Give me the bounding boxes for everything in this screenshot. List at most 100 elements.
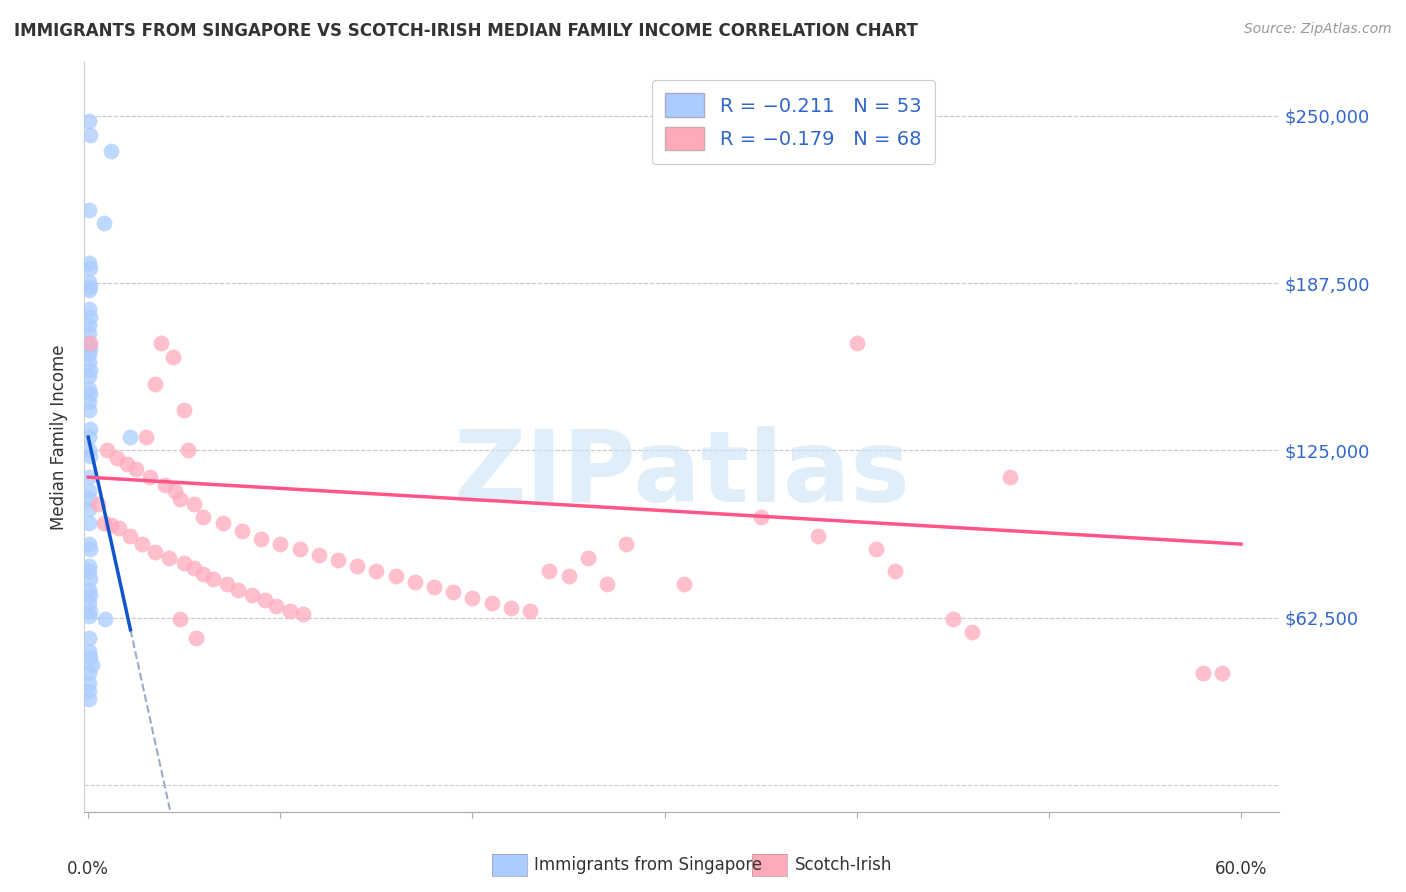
Point: [77, 564, 100, 578]
Point: [193, 510, 215, 524]
Point: [77, 326, 100, 340]
Point: [153, 478, 176, 492]
Point: [77, 256, 100, 270]
Point: [145, 545, 167, 559]
Text: IMMIGRANTS FROM SINGAPORE VS SCOTCH-IRISH MEDIAN FAMILY INCOME CORRELATION CHART: IMMIGRANTS FROM SINGAPORE VS SCOTCH-IRIS…: [14, 22, 918, 40]
Point: [77, 347, 100, 361]
Point: [77, 283, 100, 297]
Point: [1000, 470, 1022, 484]
Point: [253, 593, 276, 607]
Point: [1191, 665, 1213, 680]
Point: [120, 430, 142, 444]
Point: [108, 521, 131, 535]
Point: [77, 596, 100, 610]
Point: [163, 483, 186, 498]
Point: [461, 591, 484, 605]
Point: [240, 588, 263, 602]
Point: [215, 577, 238, 591]
Point: [288, 542, 311, 557]
Point: [79, 342, 101, 356]
Point: [884, 564, 907, 578]
Point: [150, 336, 173, 351]
Point: [94, 612, 117, 626]
Point: [326, 553, 349, 567]
Point: [77, 470, 100, 484]
Point: [177, 443, 200, 458]
Point: [865, 542, 887, 557]
Point: [115, 457, 138, 471]
Point: [672, 577, 695, 591]
Point: [77, 644, 100, 658]
Point: [79, 336, 101, 351]
Text: ZIPatlas: ZIPatlas: [454, 426, 910, 523]
Point: [193, 566, 215, 581]
Point: [120, 529, 142, 543]
Text: 0.0%: 0.0%: [67, 860, 110, 878]
Point: [79, 310, 101, 324]
Point: [423, 580, 446, 594]
Point: [576, 550, 599, 565]
Point: [596, 577, 619, 591]
Point: [960, 625, 983, 640]
Point: [481, 596, 503, 610]
Point: [79, 363, 101, 377]
Point: [1211, 665, 1233, 680]
Point: [519, 604, 541, 618]
Point: [138, 470, 160, 484]
Point: [77, 631, 100, 645]
Y-axis label: Median Family Income: Median Family Income: [51, 344, 69, 530]
Point: [77, 491, 100, 506]
Point: [366, 564, 388, 578]
Point: [942, 612, 965, 626]
Text: Source: ZipAtlas.com: Source: ZipAtlas.com: [1244, 22, 1392, 37]
Point: [77, 368, 100, 383]
Point: [79, 649, 101, 664]
Point: [79, 128, 101, 142]
Point: [269, 537, 291, 551]
Point: [79, 449, 101, 463]
Point: [308, 548, 330, 562]
Point: [384, 569, 406, 583]
Point: [77, 403, 100, 417]
Point: [77, 301, 100, 316]
Point: [131, 537, 153, 551]
Point: [135, 430, 157, 444]
Legend: R = −0.211   N = 53, R = −0.179   N = 68: R = −0.211 N = 53, R = −0.179 N = 68: [652, 79, 935, 164]
Point: [77, 665, 100, 680]
Point: [557, 569, 579, 583]
Point: [173, 556, 195, 570]
Text: Scotch-Irish: Scotch-Irish: [794, 856, 891, 874]
Point: [807, 529, 830, 543]
Point: [96, 443, 118, 458]
Text: Immigrants from Singapore: Immigrants from Singapore: [534, 856, 762, 874]
Point: [79, 387, 101, 401]
Point: [77, 430, 100, 444]
Point: [77, 202, 100, 217]
Point: [77, 443, 100, 458]
Point: [169, 612, 191, 626]
Point: [292, 607, 315, 621]
Point: [346, 558, 368, 573]
Point: [77, 275, 100, 289]
Point: [499, 601, 522, 615]
Point: [79, 572, 101, 586]
Point: [266, 599, 288, 613]
Point: [87, 497, 110, 511]
Text: 60.0%: 60.0%: [1215, 860, 1267, 878]
Point: [79, 588, 101, 602]
Point: [845, 336, 868, 351]
Point: [145, 376, 167, 391]
Point: [162, 350, 184, 364]
Point: [404, 574, 426, 589]
Point: [77, 318, 100, 332]
Point: [169, 491, 191, 506]
Point: [231, 524, 253, 538]
Point: [77, 676, 100, 690]
Point: [77, 609, 100, 624]
Point: [77, 537, 100, 551]
Point: [173, 403, 195, 417]
Point: [80, 657, 103, 672]
Point: [202, 572, 225, 586]
Point: [183, 561, 205, 575]
Point: [79, 604, 101, 618]
